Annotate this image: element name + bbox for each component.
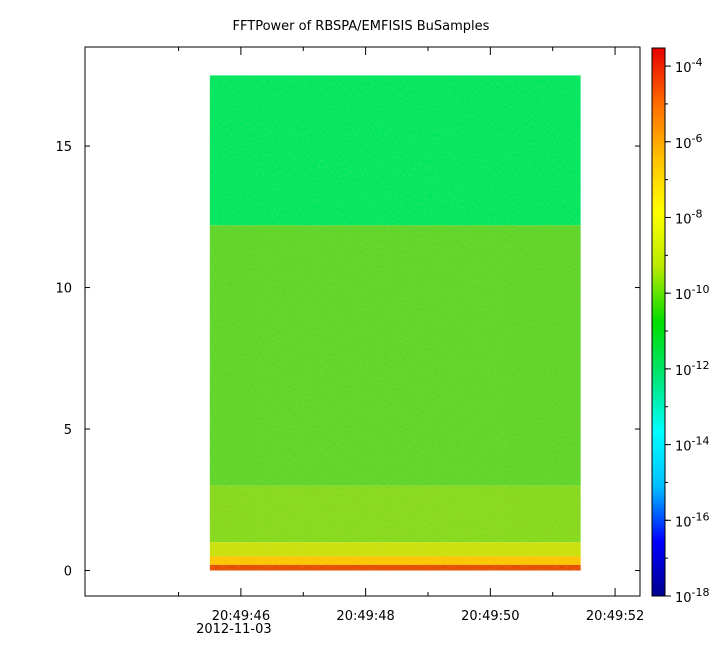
y-axis: 0 5 10 15	[55, 140, 640, 580]
x-tick-label: 20:49:46	[212, 609, 270, 624]
colorbar-tick-label: 10-18	[675, 586, 710, 606]
colorbar-tick-label: 10-10	[675, 283, 710, 303]
colorbar-tick-label: 10-6	[675, 132, 703, 152]
x-tick-label: 20:49:48	[336, 609, 394, 624]
colorbar	[651, 47, 666, 597]
colorbar-tick-label: 10-14	[675, 435, 710, 455]
colorbar-tick-label: 10-8	[675, 207, 703, 227]
colorbar-tick-label: 10-4	[675, 56, 703, 76]
y-tick-label: 0	[64, 565, 72, 580]
x-tick-date-label: 2012-11-03	[196, 622, 272, 637]
x-tick-label: 20:49:52	[586, 609, 644, 624]
y-tick-label: 5	[64, 423, 72, 438]
y-tick-label: 10	[55, 282, 72, 297]
x-tick-label: 20:49:50	[461, 609, 519, 624]
spectrogram-noise	[209, 75, 581, 571]
colorbar-axis: 10-4 10-6 10-8 10-10 10-12 10-14 10-16 10-18	[665, 56, 710, 606]
colorbar-tick-label: 10-16	[675, 510, 710, 530]
colorbar-tick-label: 10-12	[675, 359, 710, 379]
y-tick-label: 15	[55, 140, 72, 155]
chart-title: FFTPower of RBSPA/EMFISIS BuSamples	[233, 19, 490, 34]
